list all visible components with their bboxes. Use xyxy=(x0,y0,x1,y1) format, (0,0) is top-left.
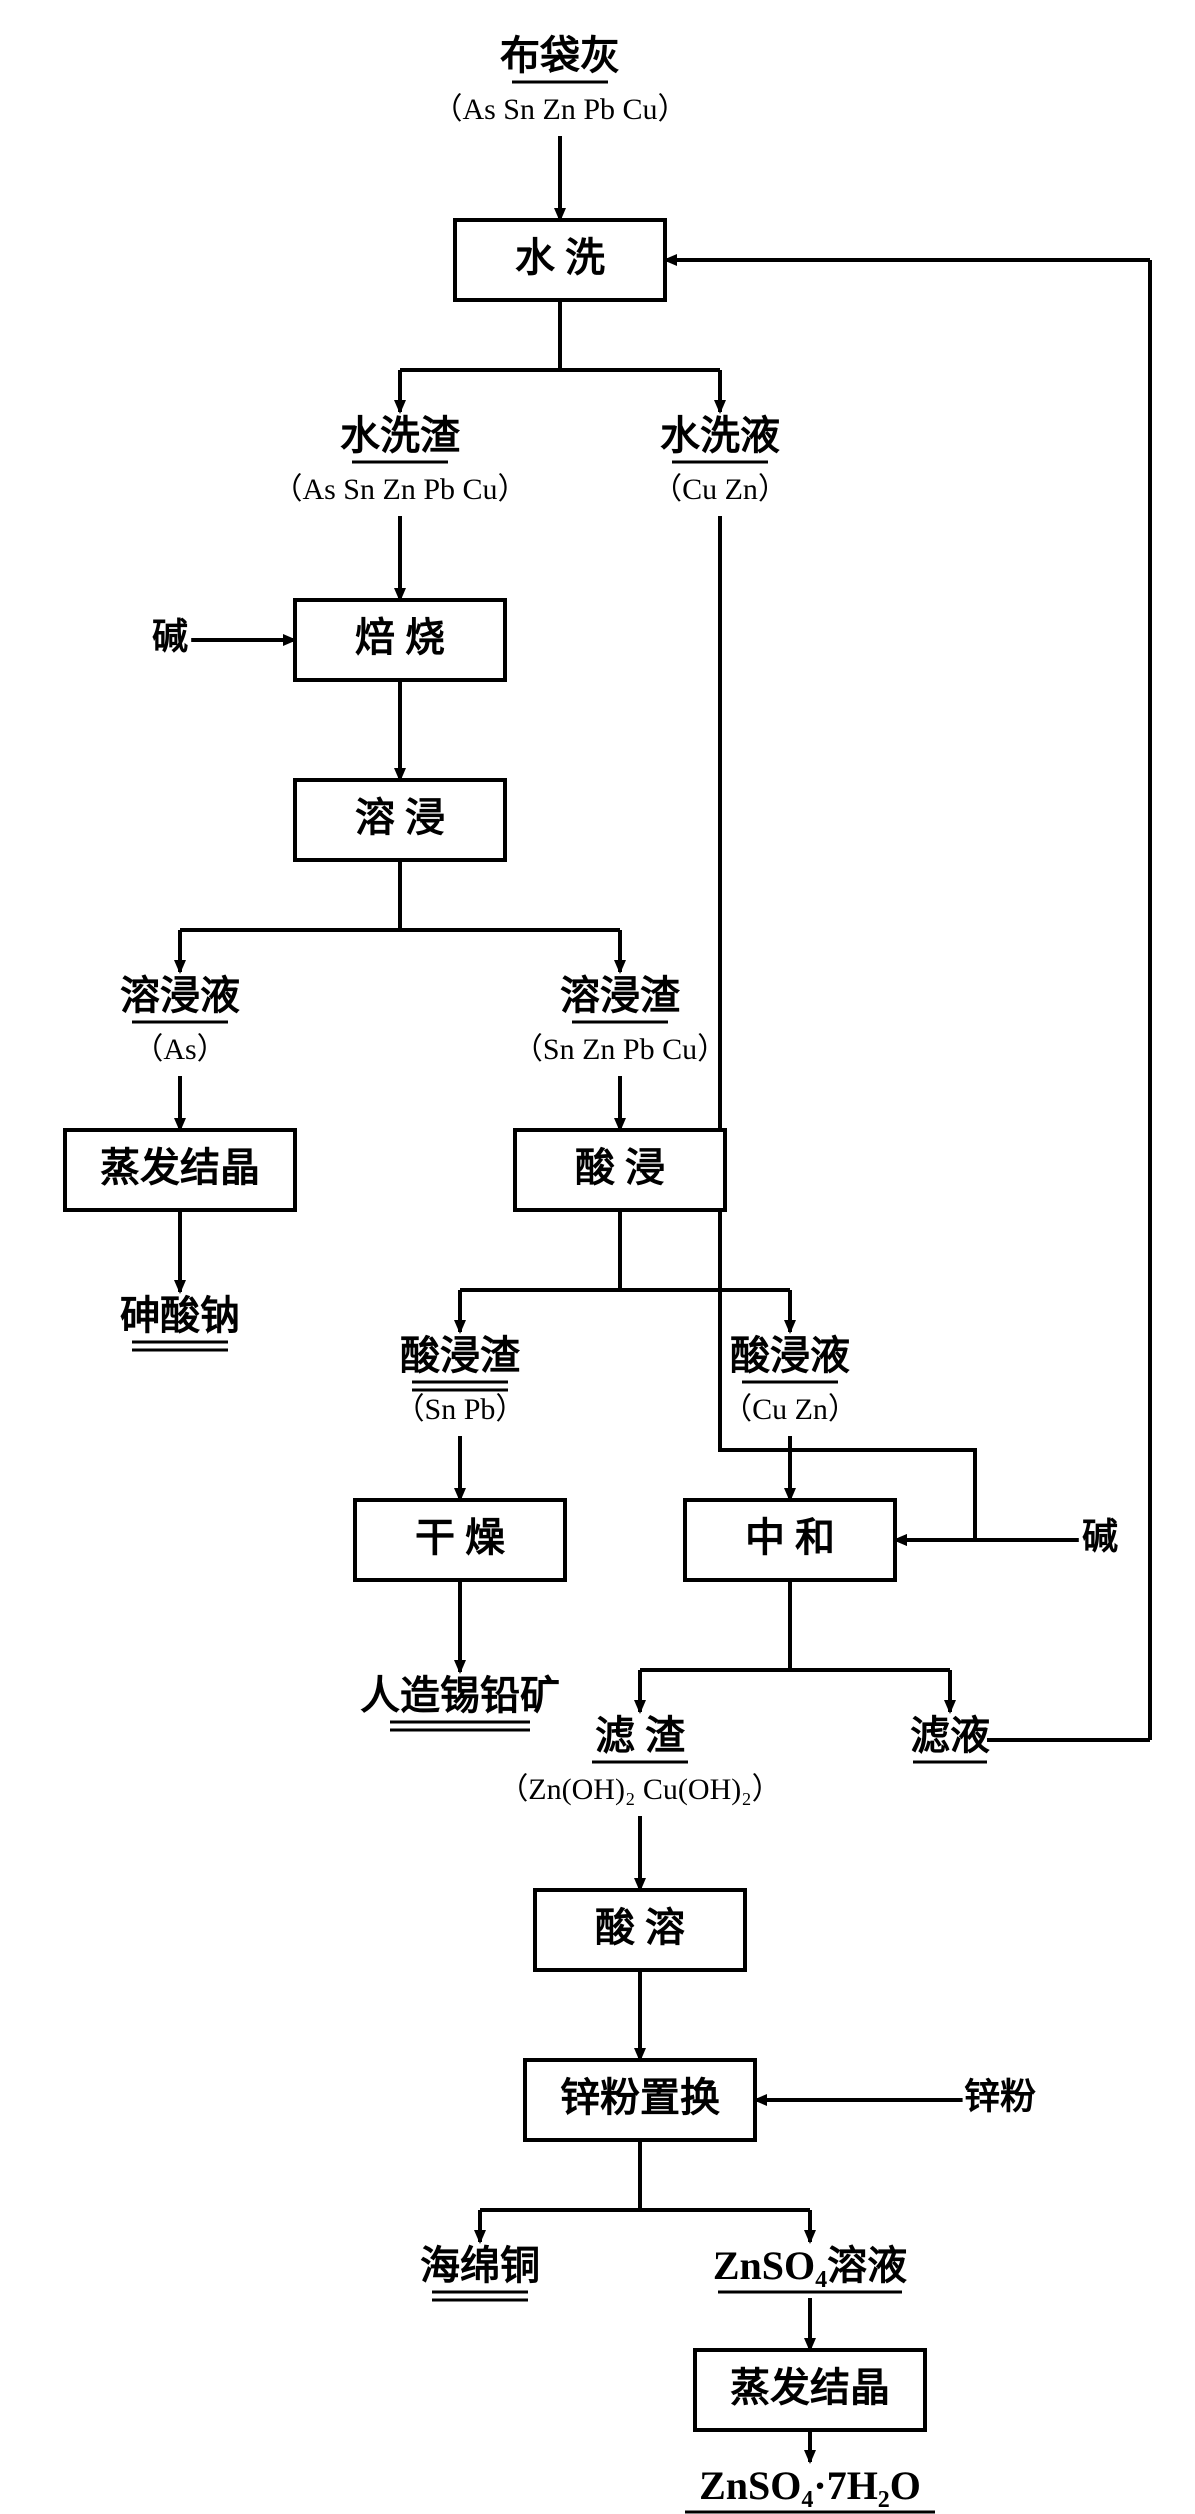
svg-text:滤液: 滤液 xyxy=(910,1713,990,1758)
svg-text:碱: 碱 xyxy=(152,616,188,656)
svg-text:（As Sn Zn Pb Cu）: （As Sn Zn Pb Cu） xyxy=(272,473,527,506)
svg-text:布袋灰: 布袋灰 xyxy=(500,33,620,78)
svg-text:（Sn Zn Pb Cu）: （Sn Zn Pb Cu） xyxy=(513,1033,727,1066)
svg-text:（Cu Zn）: （Cu Zn） xyxy=(722,1393,858,1426)
svg-text:ZnSO₄·7H₂O: ZnSO₄·7H₂O xyxy=(699,2463,921,2508)
svg-text:水 洗: 水 洗 xyxy=(515,235,605,280)
svg-text:锌粉: 锌粉 xyxy=(964,2076,1036,2116)
svg-text:溶 浸: 溶 浸 xyxy=(355,795,445,840)
svg-text:碱: 碱 xyxy=(1082,1516,1118,1556)
svg-text:焙 烧: 焙 烧 xyxy=(355,615,445,660)
svg-text:干 燥: 干 燥 xyxy=(415,1515,506,1560)
svg-text:（As Sn Zn Pb Cu）: （As Sn Zn Pb Cu） xyxy=(432,93,687,126)
svg-text:滤 渣: 滤 渣 xyxy=(595,1713,686,1758)
svg-text:砷酸钠: 砷酸钠 xyxy=(120,1293,240,1338)
svg-text:ZnSO₄溶液: ZnSO₄溶液 xyxy=(713,2243,907,2288)
svg-text:（Sn Pb）: （Sn Pb） xyxy=(395,1393,526,1426)
svg-text:（Cu Zn）: （Cu Zn） xyxy=(652,473,788,506)
svg-text:人造锡铅矿: 人造锡铅矿 xyxy=(360,1673,560,1718)
svg-text:酸浸液: 酸浸液 xyxy=(730,1333,850,1378)
svg-text:海绵铜: 海绵铜 xyxy=(420,2243,540,2288)
svg-text:溶浸渣: 溶浸渣 xyxy=(560,973,681,1018)
svg-text:酸 溶: 酸 溶 xyxy=(595,1905,685,1950)
svg-text:水洗渣: 水洗渣 xyxy=(340,413,461,458)
svg-text:（Zn(OH)₂ Cu(OH)₂）: （Zn(OH)₂ Cu(OH)₂） xyxy=(498,1773,781,1806)
svg-text:中 和: 中 和 xyxy=(745,1515,835,1560)
svg-text:水洗液: 水洗液 xyxy=(660,413,780,458)
svg-text:（As）: （As） xyxy=(133,1033,226,1066)
svg-text:蒸发结晶: 蒸发结晶 xyxy=(730,2365,890,2410)
svg-text:溶浸液: 溶浸液 xyxy=(120,973,240,1018)
svg-text:酸浸渣: 酸浸渣 xyxy=(400,1333,521,1378)
svg-text:酸 浸: 酸 浸 xyxy=(575,1145,665,1190)
svg-text:锌粉置换: 锌粉置换 xyxy=(560,2075,720,2120)
svg-text:蒸发结晶: 蒸发结晶 xyxy=(100,1145,260,1190)
